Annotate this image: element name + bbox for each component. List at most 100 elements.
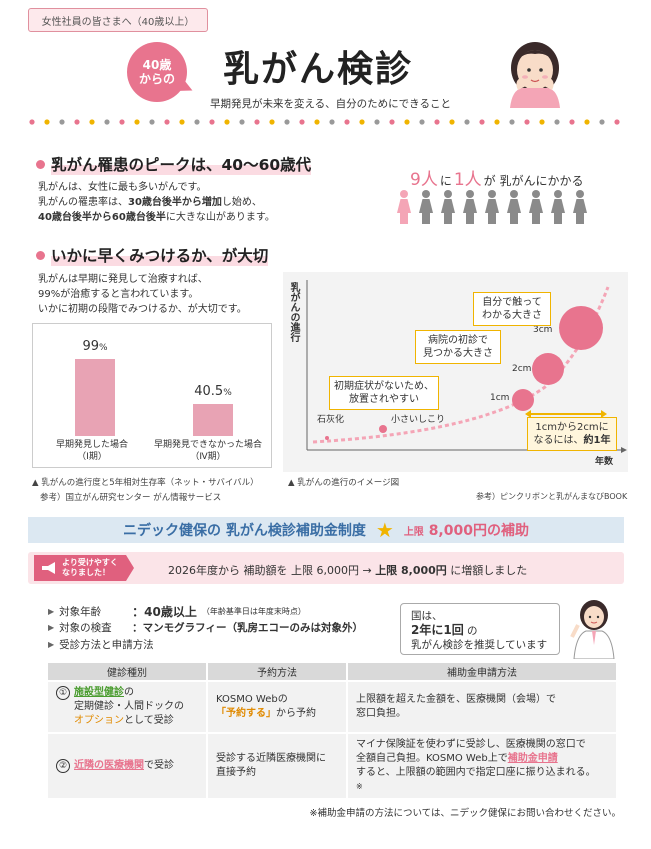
bar-early-label: 早期発見した場合 （Ⅰ期） — [55, 440, 128, 462]
audience-label: 女性社員の皆さまへ（40歳以上） — [28, 8, 208, 32]
divider-dot — [509, 119, 515, 125]
section2-heading: いかに早くみつけるか、が大切 — [36, 244, 269, 266]
divider-dot — [599, 119, 605, 125]
divider-dot — [359, 119, 365, 125]
divider-dot — [419, 119, 425, 125]
section2-line2: 99%が治癒すると言われています。 — [38, 289, 199, 300]
divider-dot — [329, 119, 335, 125]
section1-body: 乳がんは、女性に最も多いがんです。 乳がんの罹患率は、30歳台後半から増加し始め… — [38, 180, 338, 225]
divider-dot — [614, 119, 620, 125]
survival-chart-source: 参考）国立がん研究センター がん情報サービス — [40, 493, 222, 503]
eligibility-age: ▶ 対象年齢 ：40歳以上 （年齢基準日は年度末時点） — [48, 605, 306, 619]
divider-dot — [284, 119, 290, 125]
section2-body: 乳がんは早期に発見して治療すれば、 99%が治癒すると言われています。 いかに初… — [38, 272, 278, 317]
divider-dot — [194, 119, 200, 125]
divider-dot — [29, 119, 35, 125]
bar-early — [75, 358, 115, 436]
row2-apply: マイナ保険証を使わずに受診し、医療機関の窓口で 全額自己負担。KOSMO Web… — [346, 732, 618, 800]
megaphone-icon — [42, 562, 55, 574]
survival-chart-note: ▲ 乳がんの進行度と5年相対生存率（ネット・サバイバル） — [32, 478, 259, 488]
divider-dot — [164, 119, 170, 125]
divider-dot — [149, 119, 155, 125]
page-subtitle: 早期発見が未来を変える、自分のためにできること — [210, 98, 451, 110]
section2-heading-text: いかに早くみつけるか、が大切 — [51, 244, 269, 266]
recommendation-bubble: 国は、 2年に1回 の 乳がん検診を推奨しています — [400, 603, 560, 655]
progress-chart-source: 参考）ピンクリボンと乳がんまなびBOOK — [476, 492, 628, 501]
divider-dot — [404, 119, 410, 125]
divider-dot — [434, 119, 440, 125]
divider-dot — [464, 119, 470, 125]
age-badge-line1: 40歳 — [142, 57, 172, 72]
progress-chart-caption: ▲ 乳がんの進行のイメージ図 — [288, 478, 400, 488]
heading-dot-icon — [36, 250, 45, 260]
row2-reserve: 受診する近隣医療機関に 直接予約 — [206, 732, 348, 800]
divider-dot — [524, 119, 530, 125]
bar-late — [193, 404, 233, 436]
stage-small-lump: 小さいしこり — [391, 415, 446, 425]
section1-heading: 乳がん罹患のピークは、40〜60歳代 — [36, 153, 312, 175]
page-title: 乳がん検診 — [223, 49, 414, 90]
woman-illustration-icon — [510, 42, 560, 108]
people-icons — [395, 190, 589, 224]
age-badge-line2: からの — [138, 72, 175, 86]
eligibility-exam: ▶ 対象の検査 ：マンモグラフィー（乳房エコーのみは対象外） — [48, 622, 363, 634]
dotted-divider — [29, 119, 620, 125]
divider-dot — [44, 119, 50, 125]
person-icon — [483, 190, 501, 224]
divider-dot — [569, 119, 575, 125]
divider-dot — [224, 119, 230, 125]
divider-dot — [299, 119, 305, 125]
divider-dot — [539, 119, 545, 125]
divider-dot — [254, 119, 260, 125]
divider-dot — [554, 119, 560, 125]
progress-chart: 乳がんの進行 年数 石灰化 小さいしこり 1cm 2cm 3cm 初期症状がない… — [283, 272, 628, 472]
section1-line1: 乳がんは、女性に最も多いがんです。 — [38, 182, 207, 193]
row1-apply: 上限額を超えた金額を、医療機関（会場）で 窓口負担。 — [346, 680, 618, 734]
table-row: ① 施設型健診の 定期健診・人間ドックの オプションとして受診 KOSMO Web… — [46, 680, 618, 734]
divider-dot — [584, 119, 590, 125]
person-icon — [505, 190, 523, 224]
divider-dot — [344, 119, 350, 125]
table-header-reserve: 予約方法 — [206, 661, 348, 682]
callout-no-symptoms: 初期症状がないため、 放置されやすい — [329, 376, 439, 410]
divider-dot — [74, 119, 80, 125]
divider-dot — [104, 119, 110, 125]
megaphone-tag: より受けやすく なりました！ — [34, 555, 134, 581]
callout-growth: 1cmから2cmに なるには、約1年 — [527, 417, 617, 451]
divider-dot — [449, 119, 455, 125]
footer-note: ※補助金申請の方法については、ニデック健保にお問い合わせください。 — [309, 808, 622, 819]
divider-dot — [59, 119, 65, 125]
person-icon — [527, 190, 545, 224]
divider-dot — [494, 119, 500, 125]
size-1cm: 1cm — [490, 393, 510, 403]
progress-y-label: 乳がんの進行 — [288, 282, 299, 342]
table-header-type: 健診種別 — [46, 661, 208, 682]
row1-type: ① 施設型健診の 定期健診・人間ドックの オプションとして受診 — [46, 680, 208, 734]
subsidy-limit: 上限 8,000円の補助 — [403, 523, 529, 539]
table-row: ② 近隣の医療機関で受診 受診する近隣医療機関に 直接予約 マイナ保険証を使わずに受… — [46, 732, 618, 800]
person-icon — [571, 190, 589, 224]
callout-self-exam: 自分で触って わかる大きさ — [473, 292, 551, 326]
size-2cm: 2cm — [512, 364, 532, 374]
divider-dot — [389, 119, 395, 125]
divider-dot — [314, 119, 320, 125]
stage-calcification: 石灰化 — [317, 415, 345, 425]
divider-dot — [479, 119, 485, 125]
divider-dot — [134, 119, 140, 125]
incidence-stat: 9人 に 1人 が 乳がんにかかる — [410, 170, 584, 190]
divider-dot — [89, 119, 95, 125]
table-header-apply: 補助金申請方法 — [346, 661, 618, 682]
bar-early-value: 99% — [82, 338, 108, 354]
divider-dot — [209, 119, 215, 125]
star-icon: ★ — [375, 518, 394, 542]
subsidy-title: ニデック健保の 乳がん検診補助金制度 — [123, 523, 366, 539]
section1-heading-text: 乳がん罹患のピークは、40〜60歳代 — [51, 153, 312, 175]
person-icon — [549, 190, 567, 224]
row1-reserve: KOSMO Webの 「予約する」から予約 — [206, 680, 348, 734]
section2-line3: いかに初期の段階でみつけるか、が大切です。 — [38, 304, 247, 315]
heading-dot-icon — [36, 159, 45, 169]
callout-first-visit: 病院の初診で 見つかる大きさ — [415, 330, 501, 364]
divider-dot — [119, 119, 125, 125]
person-icon — [417, 190, 435, 224]
person-highlighted-icon — [395, 190, 413, 224]
